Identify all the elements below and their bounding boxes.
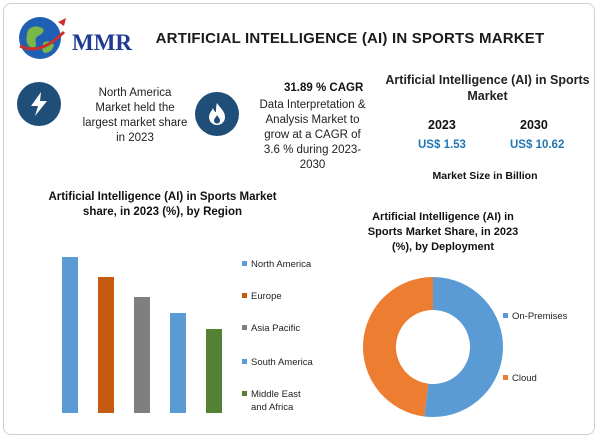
- legend-swatch: [242, 391, 247, 396]
- legend-swatch: [503, 375, 508, 380]
- infographic-frame: [3, 3, 595, 435]
- bar-north-america: [62, 257, 78, 413]
- legend-label: South America: [251, 357, 313, 368]
- legend-label: Europe: [251, 291, 282, 302]
- lightning-icon: [17, 82, 61, 126]
- value-2023: US$ 1.53: [418, 139, 466, 151]
- value-2030: US$ 10.62: [510, 139, 565, 151]
- market-size-note: Market Size in Billion: [432, 170, 538, 182]
- main-title: ARTIFICIAL INTELLIGENCE (AI) IN SPORTS M…: [155, 30, 545, 47]
- slice-on-premises: [424, 277, 504, 417]
- globe-icon: [19, 17, 66, 59]
- bar-south-america: [170, 313, 186, 413]
- legend-swatch: [242, 359, 247, 364]
- logo-text: MMR: [72, 30, 133, 55]
- legend-swatch: [503, 313, 508, 318]
- legend-label: On-Premises: [512, 311, 568, 322]
- cagr-title: 31.89 % CAGR: [284, 82, 364, 94]
- legend-swatch: [242, 325, 247, 330]
- bar-chart-title: Artificial Intelligence (AI) in Sports M…: [48, 191, 277, 218]
- legend-swatch: [242, 293, 247, 298]
- legend-label: Asia Pacific: [251, 323, 301, 334]
- north-america-note: North America Market held the largest ma…: [82, 87, 188, 144]
- donut-chart-title: Artificial Intelligence (AI) in Sports M…: [367, 211, 519, 253]
- bar-middle-east-and-africa: [206, 329, 222, 413]
- year-2023-label: 2023: [428, 118, 456, 132]
- mmr-logo: MMR: [14, 8, 132, 64]
- market-size-title: Artificial Intelligence (AI) in Sports M…: [385, 73, 590, 103]
- bar-asia-pacific: [134, 297, 150, 413]
- legend-swatch: [242, 261, 247, 266]
- flame-icon: [195, 92, 239, 136]
- cagr-description: Data Interpretation & Analysis Market to…: [259, 99, 366, 171]
- legend-label: North America: [251, 259, 312, 270]
- bar-europe: [98, 277, 114, 413]
- year-2030-label: 2030: [520, 118, 548, 132]
- legend-label: Cloud: [512, 373, 537, 384]
- slice-cloud: [363, 277, 433, 417]
- legend-label: Middle East and Africa: [251, 389, 301, 413]
